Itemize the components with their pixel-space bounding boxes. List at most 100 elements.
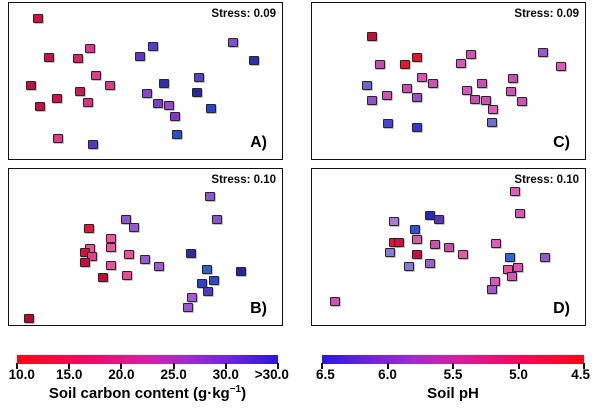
data-point — [513, 262, 523, 272]
data-point — [508, 73, 518, 83]
data-point — [106, 242, 116, 252]
data-point — [142, 88, 152, 98]
soil-carbon-gradient-bar — [17, 355, 278, 364]
data-point — [148, 41, 158, 51]
data-point — [425, 258, 435, 268]
data-point — [197, 278, 207, 288]
data-point — [488, 104, 498, 114]
colorbar-tick-label: 6.0 — [378, 367, 397, 382]
data-point — [26, 80, 36, 90]
data-point — [135, 51, 145, 61]
data-point — [44, 52, 54, 62]
data-point — [507, 271, 517, 281]
data-point — [203, 286, 213, 296]
data-point — [75, 86, 85, 96]
data-point — [186, 248, 196, 258]
data-point — [98, 272, 108, 282]
data-point — [153, 98, 163, 108]
data-point — [487, 117, 497, 127]
data-point — [506, 86, 516, 96]
data-point — [35, 101, 45, 111]
data-point — [140, 254, 150, 264]
data-point — [91, 70, 101, 80]
panel-b-soil-carbon: Stress: 0.10 B) — [8, 168, 283, 326]
data-point — [515, 208, 525, 218]
colorbar-tick-mark — [583, 363, 585, 369]
data-point — [412, 249, 422, 259]
data-point — [154, 261, 164, 271]
data-point — [330, 296, 340, 306]
data-point — [124, 249, 134, 259]
data-point — [487, 284, 497, 294]
panel-d-points-layer — [312, 169, 585, 325]
panel-letter-label: D) — [553, 300, 570, 317]
data-point — [412, 234, 422, 244]
stress-value-label: Stress: 0.09 — [211, 8, 276, 20]
data-point — [209, 275, 219, 285]
data-point — [517, 96, 527, 106]
data-point — [164, 100, 174, 110]
data-point — [202, 264, 212, 274]
colorbar-tick-label: 4.5 — [571, 367, 591, 382]
data-point — [434, 214, 444, 224]
data-point — [400, 59, 410, 69]
colorbar-tick-label: 30.0 — [212, 367, 239, 382]
stress-value-label: Stress: 0.10 — [514, 174, 579, 186]
colorbar-tick-mark — [224, 363, 227, 369]
data-point — [383, 118, 393, 128]
panel-b-points-layer — [9, 169, 282, 325]
data-point — [106, 233, 116, 243]
data-point — [375, 59, 385, 69]
data-point — [410, 224, 420, 234]
data-point — [205, 191, 215, 201]
data-point — [367, 95, 377, 105]
data-point — [129, 222, 139, 232]
data-point — [466, 49, 476, 59]
stress-value-label: Stress: 0.09 — [514, 8, 579, 20]
data-point — [412, 52, 422, 62]
data-point — [538, 47, 548, 57]
data-point — [389, 216, 399, 226]
colorbar-tick-label: 6.5 — [315, 367, 335, 382]
data-point — [172, 129, 182, 139]
data-point — [85, 43, 95, 53]
data-point — [53, 133, 63, 143]
data-point — [505, 252, 515, 262]
data-point — [404, 261, 414, 271]
soil-carbon-axis-title: Soil carbon content (g·kg−1) — [48, 384, 247, 402]
data-point — [228, 37, 238, 47]
colorbar-tick-mark — [120, 363, 123, 369]
data-point — [192, 87, 202, 97]
data-point — [206, 103, 216, 113]
panel-d-soil-ph: Stress: 0.10 D) — [311, 168, 586, 326]
colorbar-tick-label: >30.0 — [254, 367, 289, 382]
data-point — [477, 78, 487, 88]
data-point — [456, 58, 466, 68]
data-point — [417, 72, 427, 82]
stress-value-label: Stress: 0.10 — [211, 174, 276, 186]
data-point — [249, 55, 259, 65]
data-point — [412, 92, 422, 102]
data-point — [80, 257, 90, 267]
colorbar-tick-mark — [16, 363, 18, 369]
data-point — [236, 266, 246, 276]
data-point — [106, 260, 116, 270]
panel-letter-label: B) — [250, 300, 267, 317]
soil-ph-axis-title: Soil pH — [427, 385, 479, 402]
data-point — [428, 78, 438, 88]
colorbar-tick-label: 10.0 — [8, 367, 35, 382]
data-point — [491, 238, 501, 248]
data-point — [33, 13, 43, 23]
data-point — [121, 214, 131, 224]
data-point — [540, 252, 550, 262]
data-point — [481, 95, 491, 105]
data-point — [362, 80, 372, 90]
panel-a-points-layer — [9, 3, 282, 159]
data-point — [556, 61, 566, 71]
data-point — [194, 72, 204, 82]
colorbar-tick-label: 5.5 — [443, 367, 463, 382]
data-point — [73, 53, 83, 63]
panel-letter-label: A) — [250, 134, 267, 151]
panel-c-soil-ph: Stress: 0.09 C) — [311, 2, 586, 160]
data-point — [394, 237, 404, 247]
